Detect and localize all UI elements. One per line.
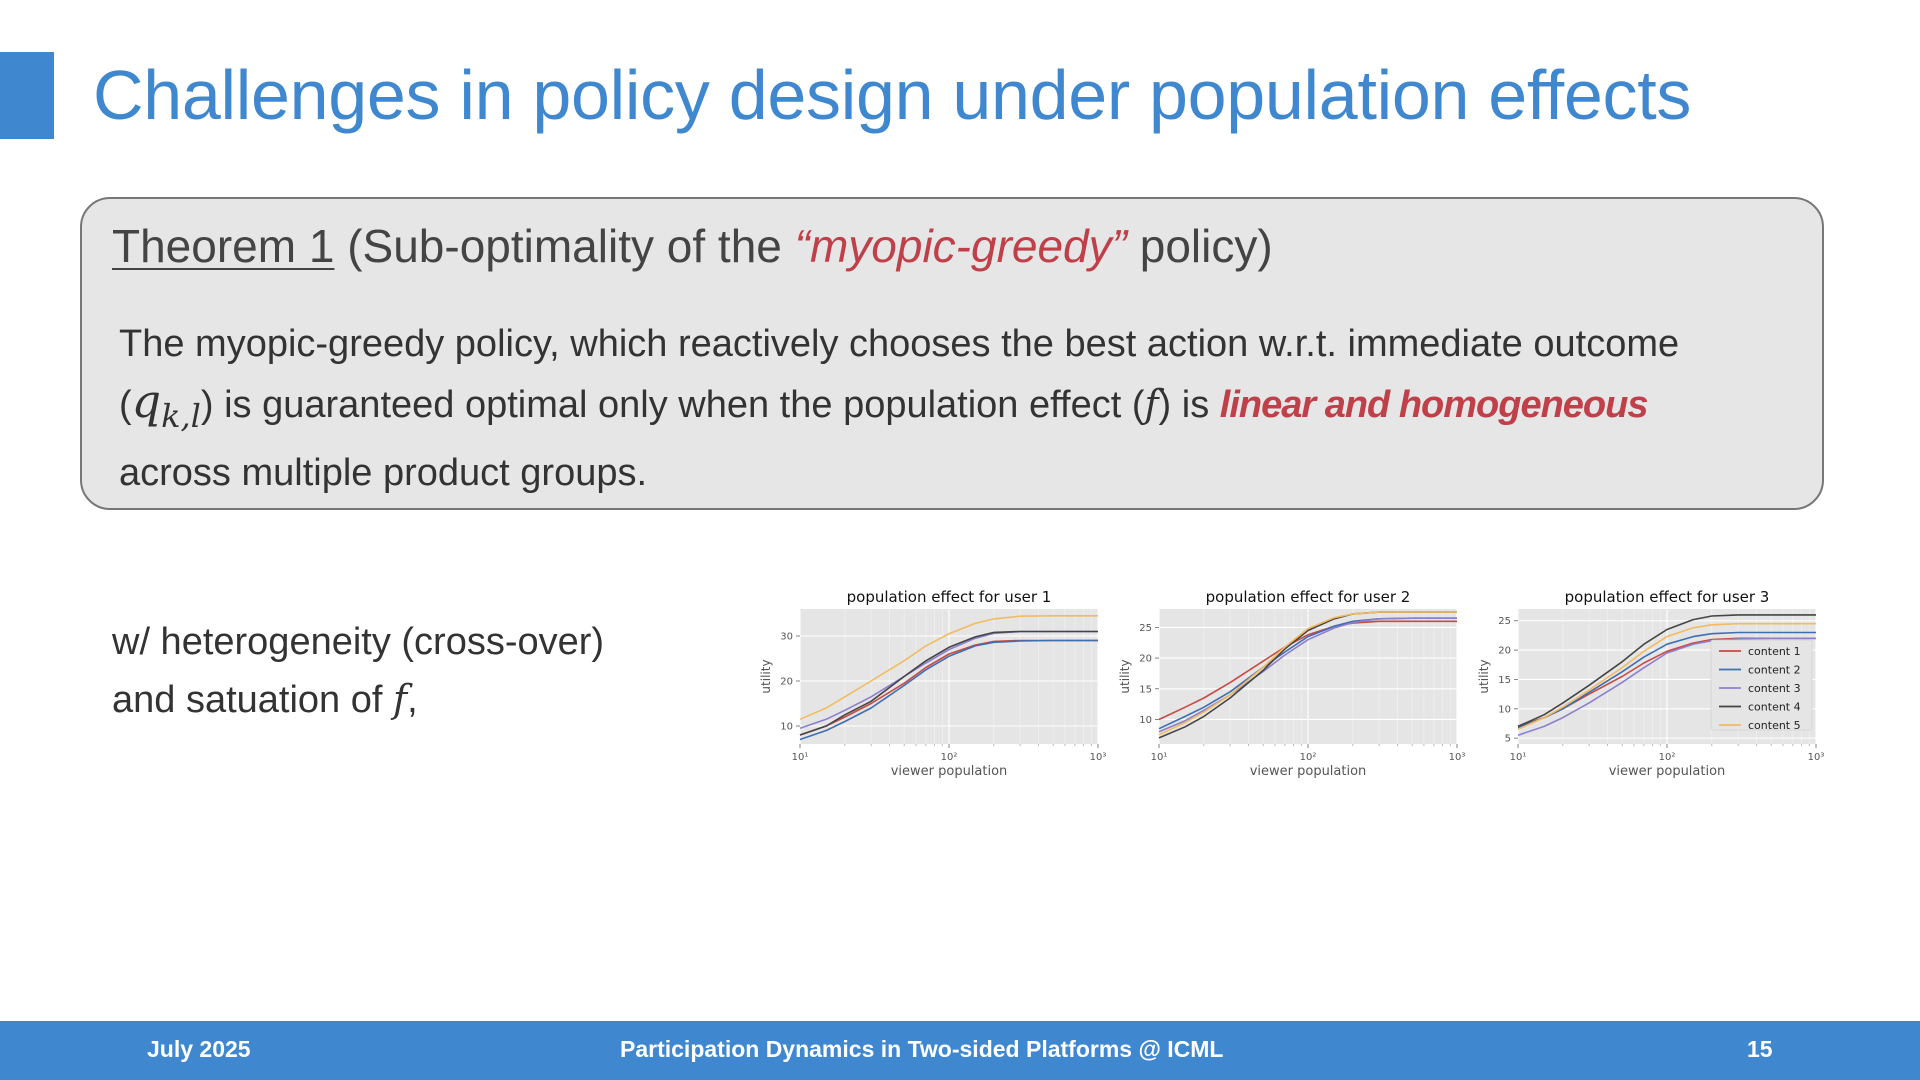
math-q: q — [131, 374, 162, 428]
footer-page-number: 15 — [1747, 1036, 1773, 1062]
chart-user-3: 10¹ 10² 10³ 5 10 15 20 25 population effect for … — [1477, 588, 1824, 779]
x-tick-label: 10³ — [1449, 752, 1466, 763]
slide-title: Challenges in policy design under popula… — [93, 56, 1692, 134]
theorem-text-1: The myopic-greedy policy, which reactive… — [119, 323, 1680, 365]
y-tick-label: 5 — [1505, 734, 1511, 745]
x-tick-label: 10¹ — [792, 752, 809, 763]
x-tick-label: 10³ — [1090, 752, 1107, 763]
y-tick-label: 30 — [780, 632, 793, 643]
footer-bar: July 2025 Participation Dynamics in Two-… — [0, 1021, 1920, 1080]
population-effect-charts: 10¹ 10² 10³ 10 20 30 population effect for use… — [759, 588, 1824, 779]
y-tick-label: 25 — [1139, 623, 1152, 634]
theorem-text-3: ) is — [1158, 384, 1220, 426]
legend-label: content 2 — [1748, 664, 1801, 677]
theorem-heading-open: (Sub-optimality of the — [334, 220, 795, 272]
series-line-content-1 — [1158, 620, 1457, 721]
chart-title: population effect for user 2 — [1206, 588, 1411, 606]
theorem-label: Theorem 1 — [112, 220, 335, 272]
theorem-heading-close: policy) — [1126, 220, 1273, 272]
math-q-subscript: k,l — [161, 397, 201, 435]
x-tick-label: 10² — [941, 752, 958, 763]
chart-user-1: 10¹ 10² 10³ 10 20 30 population effect for use… — [759, 588, 1106, 779]
chart-title: population effect for user 3 — [1565, 588, 1770, 606]
series-line-content-3 — [1158, 617, 1457, 733]
y-axis-label: utility — [759, 659, 773, 693]
footer-conference: Participation Dynamics in Two-sided Plat… — [620, 1036, 1224, 1062]
paren-open: ( — [119, 384, 132, 426]
chart-user-2: 10¹ 10² 10³ 10 15 20 25 population effect for u… — [1118, 588, 1465, 779]
theorem-heading: Theorem 1 (Sub-optimality of the “myopic… — [112, 219, 1273, 273]
chart-title: population effect for user 1 — [847, 588, 1052, 606]
x-tick-label: 10² — [1300, 752, 1317, 763]
note-line-2: and satuation of — [112, 679, 393, 721]
chart-legend: content 1 content 2 content 3 content 4 cont… — [1710, 639, 1813, 732]
series-line-content-2 — [799, 639, 1098, 741]
series-line-content-4 — [799, 630, 1098, 736]
legend-label: content 4 — [1748, 701, 1801, 714]
y-tick-label: 20 — [780, 677, 793, 688]
y-tick-label: 25 — [1498, 616, 1511, 627]
series-line-content-3 — [1517, 637, 1816, 736]
heterogeneity-note: w/ heterogeneity (cross-over) and satuat… — [112, 614, 604, 729]
footer-date: July 2025 — [147, 1036, 251, 1062]
y-tick-label: 15 — [1498, 675, 1511, 686]
math-f: f — [1144, 382, 1159, 426]
y-tick-label: 20 — [1139, 654, 1152, 665]
title-accent-bar — [0, 52, 54, 139]
series-line-content-5 — [1517, 622, 1816, 731]
x-axis-label: viewer population — [1609, 764, 1726, 779]
legend-label: content 3 — [1748, 682, 1801, 695]
math-q-kl: qk,l — [131, 374, 201, 435]
x-tick-label: 10² — [1659, 752, 1676, 763]
note-comma: , — [407, 679, 418, 721]
y-tick-label: 20 — [1498, 646, 1511, 657]
x-tick-label: 10³ — [1808, 752, 1825, 763]
theorem-text-4: across multiple product groups. — [119, 452, 648, 494]
y-tick-label: 10 — [1139, 715, 1152, 726]
theorem-text-2: ) is guaranteed optimal only when the po… — [200, 384, 1145, 426]
series-line-content-5 — [1158, 611, 1457, 736]
x-tick-label: 10¹ — [1510, 752, 1527, 763]
note-line-1: w/ heterogeneity (cross-over) — [112, 621, 605, 663]
x-axis-label: viewer population — [891, 764, 1008, 779]
legend-frame — [1710, 639, 1813, 731]
y-tick-label: 10 — [1498, 704, 1511, 715]
note-math-f: f — [393, 677, 408, 721]
x-axis-label: viewer population — [1250, 764, 1367, 779]
series-line-content-5 — [799, 615, 1098, 721]
series-line-content-2 — [1517, 631, 1816, 729]
legend-label: content 1 — [1748, 645, 1801, 658]
x-tick-label: 10¹ — [1151, 752, 1168, 763]
y-axis-label: utility — [1477, 659, 1491, 693]
y-tick-label: 10 — [780, 722, 793, 733]
y-tick-label: 15 — [1139, 684, 1152, 695]
theorem-statement: The myopic-greedy policy, which reactive… — [119, 316, 1809, 502]
series-line-content-4 — [1517, 614, 1816, 728]
legend-label: content 5 — [1748, 719, 1801, 732]
theorem-box: Theorem 1 (Sub-optimality of the “myopic… — [80, 197, 1824, 510]
highlight-linear-homogeneous: linear and homogeneous — [1219, 384, 1649, 426]
y-axis-label: utility — [1118, 659, 1132, 693]
policy-name: “myopic-greedy” — [794, 220, 1127, 272]
